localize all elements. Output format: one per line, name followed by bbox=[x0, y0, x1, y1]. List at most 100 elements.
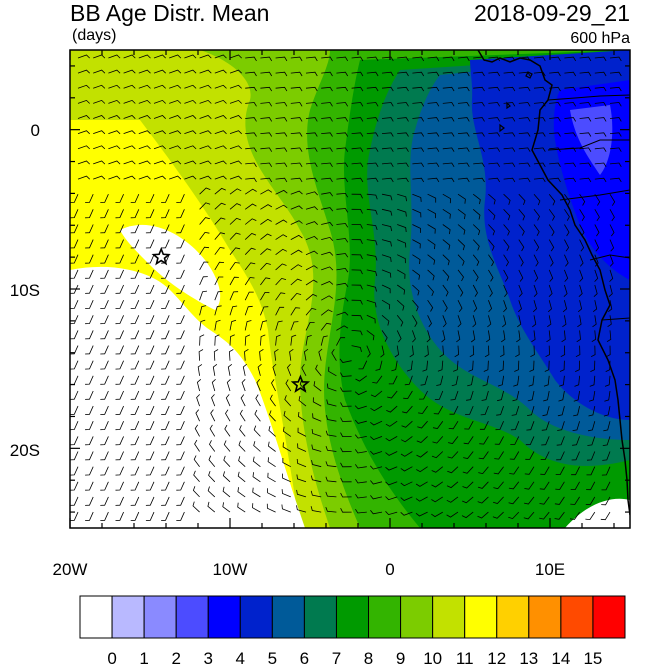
wind-barb-icon bbox=[412, 208, 422, 218]
wind-barb-icon bbox=[161, 345, 170, 355]
wind-barb-icon bbox=[303, 348, 309, 361]
wind-barb-icon bbox=[488, 71, 501, 77]
wind-barb-icon bbox=[229, 232, 241, 240]
wind-barb-icon bbox=[237, 471, 246, 483]
wind-barb-icon bbox=[138, 130, 151, 135]
wind-barb-icon bbox=[244, 188, 257, 195]
wind-barb-icon bbox=[564, 224, 570, 237]
wind-barb-icon bbox=[145, 511, 155, 521]
wind-barb-icon bbox=[198, 349, 204, 361]
wind-barb-icon bbox=[351, 314, 363, 320]
wind-barb-icon bbox=[488, 284, 493, 297]
wind-barb-icon bbox=[559, 360, 565, 372]
wind-barb-icon bbox=[100, 209, 109, 219]
wind-barb-icon bbox=[540, 466, 550, 475]
wind-barb-icon bbox=[305, 235, 318, 240]
wind-barb-icon bbox=[488, 209, 496, 220]
wind-barb-icon bbox=[488, 117, 501, 122]
wind-barb-icon bbox=[161, 239, 170, 249]
star-marker-icon bbox=[151, 246, 171, 266]
wind-barb-icon bbox=[601, 481, 611, 491]
wind-barb-icon bbox=[609, 254, 614, 267]
wind-barb-icon bbox=[394, 345, 400, 358]
wind-barb-icon bbox=[130, 209, 140, 219]
wind-barb-icon bbox=[351, 56, 364, 62]
wind-barb-icon bbox=[456, 330, 461, 343]
wind-barb-icon bbox=[336, 208, 349, 213]
wind-barb-icon bbox=[199, 54, 212, 59]
wind-barb-icon bbox=[93, 99, 106, 104]
wind-barb-icon bbox=[432, 420, 444, 429]
wind-barb-icon bbox=[549, 132, 561, 137]
wind-barb-icon bbox=[100, 345, 109, 355]
wind-barb-icon bbox=[290, 162, 303, 168]
wind-barb-icon bbox=[513, 375, 520, 387]
wind-barb-icon bbox=[518, 132, 531, 137]
wind-barb-icon bbox=[514, 360, 520, 372]
wind-barb-icon bbox=[388, 375, 398, 385]
wind-barb-icon bbox=[176, 466, 185, 476]
wind-barb-icon bbox=[412, 132, 425, 137]
wind-barb-icon bbox=[412, 284, 420, 296]
wind-barb-icon bbox=[499, 345, 505, 358]
wind-barb-icon bbox=[431, 466, 444, 473]
wind-barb-icon bbox=[100, 375, 109, 385]
wind-barb-icon bbox=[260, 189, 273, 195]
wind-barb-icon bbox=[442, 284, 449, 297]
wind-barb-icon bbox=[442, 254, 450, 266]
wind-barb-icon bbox=[336, 117, 349, 122]
wind-barb-icon bbox=[305, 307, 317, 316]
wind-barb-icon bbox=[222, 471, 231, 483]
wind-barb-icon bbox=[446, 481, 459, 489]
wind-barb-icon bbox=[508, 511, 520, 520]
wind-barb-icon bbox=[441, 330, 446, 343]
wind-barb-icon bbox=[412, 177, 425, 183]
wind-barb-icon bbox=[145, 284, 155, 294]
wind-barb-icon bbox=[237, 502, 246, 513]
wind-barb-icon bbox=[138, 69, 151, 74]
wind-barb-icon bbox=[427, 132, 440, 137]
wind-barb-icon bbox=[509, 451, 520, 460]
wind-barb-icon bbox=[431, 481, 444, 488]
wind-barb-icon bbox=[211, 394, 216, 407]
wind-barb-icon bbox=[609, 117, 622, 122]
wind-barb-icon bbox=[325, 506, 337, 513]
wind-barb-icon bbox=[305, 56, 318, 62]
wind-barb-icon bbox=[548, 209, 555, 221]
wind-barb-icon bbox=[161, 436, 170, 446]
wind-barb-icon bbox=[161, 375, 170, 385]
wind-barb-icon bbox=[586, 451, 596, 461]
wind-barb-icon bbox=[260, 132, 273, 137]
wind-barb-icon bbox=[229, 175, 242, 180]
wind-barb-icon bbox=[403, 390, 413, 400]
wind-barb-icon bbox=[184, 115, 197, 119]
wind-barb-icon bbox=[525, 451, 535, 460]
wind-barb-icon bbox=[77, 69, 90, 74]
wind-barb-icon bbox=[176, 239, 185, 249]
wind-barb-icon bbox=[457, 147, 470, 152]
wind-barb-icon bbox=[587, 436, 596, 446]
wind-barb-icon bbox=[472, 300, 478, 313]
wind-barb-icon bbox=[457, 102, 470, 107]
wind-barb-icon bbox=[145, 330, 155, 340]
wind-barb-icon bbox=[497, 375, 504, 387]
wind-barb-icon bbox=[480, 405, 489, 416]
wind-barb-icon bbox=[85, 269, 94, 279]
wind-barb-icon bbox=[600, 511, 611, 521]
wind-barb-icon bbox=[184, 145, 197, 150]
wind-barb-icon bbox=[138, 145, 151, 150]
wind-barb-icon bbox=[245, 147, 257, 152]
wind-barb-icon bbox=[130, 330, 140, 340]
wind-barb-icon bbox=[100, 481, 109, 491]
wind-barb-icon bbox=[396, 299, 405, 311]
wind-barb-icon bbox=[115, 254, 124, 264]
wind-barb-icon bbox=[591, 330, 597, 343]
wind-barb-icon bbox=[533, 284, 538, 297]
wind-barb-icon bbox=[546, 330, 551, 343]
wind-barb-icon bbox=[161, 421, 170, 431]
wind-barb-icon bbox=[366, 330, 375, 341]
wind-barb-icon bbox=[472, 284, 478, 297]
wind-barb-icon bbox=[466, 390, 474, 401]
wind-barb-icon bbox=[93, 145, 106, 150]
wind-barb-icon bbox=[448, 420, 459, 430]
